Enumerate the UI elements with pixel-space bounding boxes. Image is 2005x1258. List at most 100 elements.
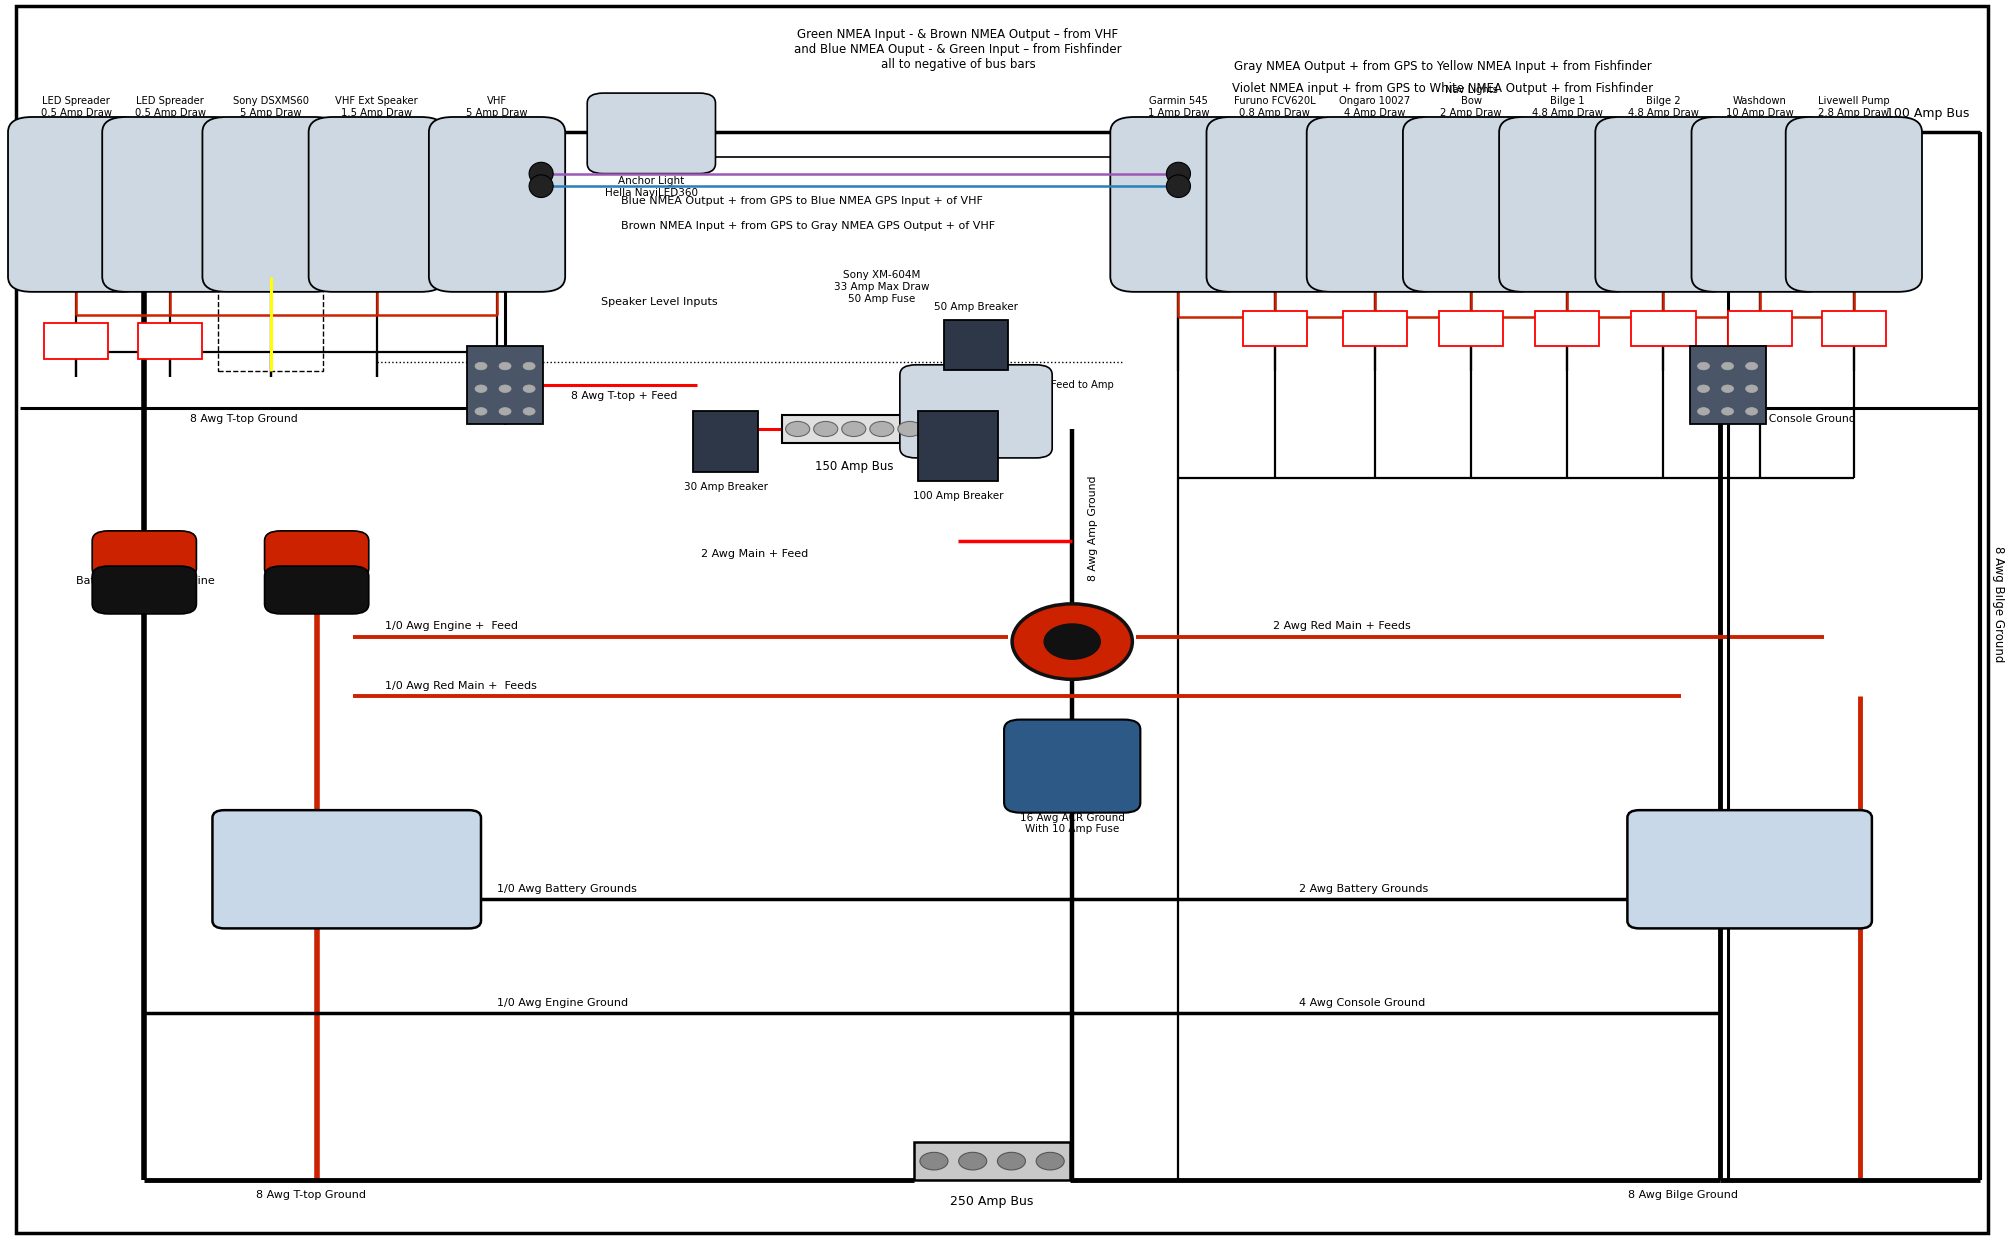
Circle shape — [1037, 1152, 1065, 1170]
Bar — [1630, 311, 1694, 346]
FancyBboxPatch shape — [1109, 117, 1245, 292]
Bar — [694, 411, 758, 472]
FancyBboxPatch shape — [587, 93, 716, 174]
Text: 1/0 Awg Battery Grounds: 1/0 Awg Battery Grounds — [497, 884, 638, 894]
FancyBboxPatch shape — [1626, 810, 1871, 928]
Ellipse shape — [1165, 175, 1189, 198]
Bar — [1726, 311, 1790, 346]
Text: Anchor Light
Hella NaviLED360: Anchor Light Hella NaviLED360 — [606, 176, 698, 198]
Text: Nav Lights
Bow
2 Amp Draw
5 Amp Fuse: Nav Lights Bow 2 Amp Draw 5 Amp Fuse — [1440, 84, 1502, 130]
Text: Brown NMEA Input + from GPS to Gray NMEA GPS Output + of VHF: Brown NMEA Input + from GPS to Gray NMEA… — [622, 221, 994, 231]
FancyBboxPatch shape — [92, 566, 196, 614]
Text: 8 Awg Bilge Ground: 8 Awg Bilge Ground — [1628, 1190, 1738, 1200]
Circle shape — [523, 408, 535, 415]
Text: 8 Awg T-top Ground: 8 Awg T-top Ground — [255, 1190, 365, 1200]
FancyBboxPatch shape — [309, 117, 445, 292]
Circle shape — [870, 421, 894, 437]
Bar — [914, 1142, 1071, 1180]
FancyBboxPatch shape — [429, 117, 565, 292]
Text: Washdown
10 Amp Draw
15 Amp Fuse: Washdown 10 Amp Draw 15 Amp Fuse — [1724, 97, 1792, 130]
Circle shape — [1013, 604, 1131, 679]
FancyBboxPatch shape — [1498, 117, 1634, 292]
Bar — [1821, 311, 1885, 346]
Circle shape — [499, 385, 511, 392]
Circle shape — [1744, 408, 1756, 415]
Circle shape — [1720, 408, 1732, 415]
Text: Violet NMEA input + from GPS to White NMEA Output + from Fishfinder: Violet NMEA input + from GPS to White NM… — [1231, 82, 1652, 94]
Bar — [1438, 311, 1502, 346]
Text: LED Spreader
0.5 Amp Draw
1 Amp Fuse: LED Spreader 0.5 Amp Draw 1 Amp Fuse — [134, 97, 207, 130]
Circle shape — [1744, 385, 1756, 392]
Circle shape — [499, 408, 511, 415]
FancyBboxPatch shape — [203, 117, 339, 292]
Circle shape — [475, 385, 487, 392]
Text: 8 Awg T-top + Feed: 8 Awg T-top + Feed — [571, 391, 678, 401]
Text: STARTING
BATTERY: STARTING BATTERY — [313, 855, 381, 883]
Text: 4 Awg Console Ground: 4 Awg Console Ground — [1297, 998, 1424, 1008]
Circle shape — [842, 421, 866, 437]
Circle shape — [523, 385, 535, 392]
FancyBboxPatch shape — [213, 810, 481, 928]
FancyBboxPatch shape — [92, 531, 196, 579]
Text: 250 Amp Bus: 250 Amp Bus — [950, 1195, 1033, 1208]
Text: VHF Ext Speaker
1.5 Amp Draw
2 Amp Fuse: VHF Ext Speaker 1.5 Amp Draw 2 Amp Fuse — [335, 97, 417, 130]
Circle shape — [958, 1152, 986, 1170]
Text: Blue NMEA Output + from GPS to Blue NMEA GPS Input + of VHF: Blue NMEA Output + from GPS to Blue NMEA… — [622, 196, 982, 206]
Text: 1/0 Awg Red Main +  Feeds: 1/0 Awg Red Main + Feeds — [385, 681, 537, 691]
FancyBboxPatch shape — [1784, 117, 1921, 292]
FancyBboxPatch shape — [102, 117, 239, 292]
Text: VHF
5 Amp Draw
6 Amp Fuse: VHF 5 Amp Draw 6 Amp Fuse — [465, 97, 527, 130]
Circle shape — [1696, 362, 1708, 370]
Circle shape — [1696, 408, 1708, 415]
Circle shape — [786, 421, 810, 437]
Text: Garmin 545
1 Amp Draw
3 Amp Fuse: Garmin 545 1 Amp Draw 3 Amp Fuse — [1147, 97, 1209, 130]
Text: Ongaro 10027
4 Amp Draw
5 Amp Fuse: Ongaro 10027 4 Amp Draw 5 Amp Fuse — [1339, 97, 1410, 130]
Text: Sony DSXMS60
5 Amp Draw
10 Amp Fuse: Sony DSXMS60 5 Amp Draw 10 Amp Fuse — [233, 97, 309, 130]
FancyBboxPatch shape — [1401, 117, 1538, 292]
Text: 8 Awg + Feed to Amp: 8 Awg + Feed to Amp — [1007, 380, 1113, 390]
Text: 100 Amp Breaker: 100 Amp Breaker — [912, 491, 1002, 501]
Text: 8 Awg Amp Ground: 8 Awg Amp Ground — [1089, 476, 1097, 581]
Bar — [329, 198, 425, 283]
Bar — [1341, 311, 1406, 346]
Text: 1/0 Awg Engine +  Feed: 1/0 Awg Engine + Feed — [385, 621, 517, 632]
Circle shape — [475, 362, 487, 370]
Text: Green NMEA Input - & Brown NMEA Output – from VHF
and Blue NMEA Ouput - & Green : Green NMEA Input - & Brown NMEA Output –… — [794, 28, 1121, 70]
Ellipse shape — [529, 162, 553, 185]
FancyBboxPatch shape — [1305, 117, 1442, 292]
Circle shape — [814, 421, 838, 437]
Circle shape — [499, 362, 511, 370]
Text: 30 Amp Breaker: 30 Amp Breaker — [684, 482, 768, 492]
Circle shape — [1720, 385, 1732, 392]
Text: 2 Awg Battery Grounds: 2 Awg Battery Grounds — [1297, 884, 1428, 894]
Bar — [44, 323, 108, 359]
Ellipse shape — [529, 175, 553, 198]
Text: HOUSE
BATTERY: HOUSE BATTERY — [1718, 855, 1780, 883]
Bar — [918, 411, 998, 481]
Circle shape — [1696, 385, 1708, 392]
Bar — [138, 323, 203, 359]
Circle shape — [475, 408, 487, 415]
Text: 150 Amp Bus: 150 Amp Bus — [814, 460, 892, 473]
Text: Livewell Pump
2.8 Amp Draw
5 Fuse: Livewell Pump 2.8 Amp Draw 5 Fuse — [1817, 97, 1889, 130]
Text: Furuno FCV620L
0.8 Amp Draw
2 Amp Fuse: Furuno FCV620L 0.8 Amp Draw 2 Amp Fuse — [1233, 97, 1315, 130]
FancyBboxPatch shape — [900, 365, 1053, 458]
Circle shape — [1720, 362, 1732, 370]
FancyBboxPatch shape — [1690, 117, 1827, 292]
Text: 2 Awg Main + Feed: 2 Awg Main + Feed — [702, 548, 808, 559]
Text: 2 Awg Red Main + Feeds: 2 Awg Red Main + Feeds — [1271, 621, 1410, 632]
Text: 1/0 Awg Engine Ground: 1/0 Awg Engine Ground — [497, 998, 628, 1008]
Bar — [1241, 311, 1305, 346]
Text: 8 Awg Bilge Ground: 8 Awg Bilge Ground — [1991, 546, 2003, 662]
Text: 100 Amp Bus: 100 Amp Bus — [1885, 107, 1969, 120]
Text: Sony XM-604M
33 Amp Max Draw
50 Amp Fuse: Sony XM-604M 33 Amp Max Draw 50 Amp Fuse — [834, 270, 928, 303]
Text: Bilge 2
4.8 Amp Draw
10 Amp Fuse: Bilge 2 4.8 Amp Draw 10 Amp Fuse — [1628, 97, 1698, 130]
Circle shape — [1045, 624, 1099, 659]
Ellipse shape — [1165, 162, 1189, 185]
Text: 16 Awg ACR Ground
With 10 Amp Fuse: 16 Awg ACR Ground With 10 Amp Fuse — [1019, 813, 1125, 834]
FancyBboxPatch shape — [8, 117, 144, 292]
Circle shape — [523, 362, 535, 370]
Text: Bilge 1
4.8 Amp Draw
10 Amp Fuse: Bilge 1 4.8 Amp Draw 10 Amp Fuse — [1532, 97, 1602, 130]
Circle shape — [1744, 362, 1756, 370]
Text: 50 Amp Breaker: 50 Amp Breaker — [934, 302, 1017, 312]
